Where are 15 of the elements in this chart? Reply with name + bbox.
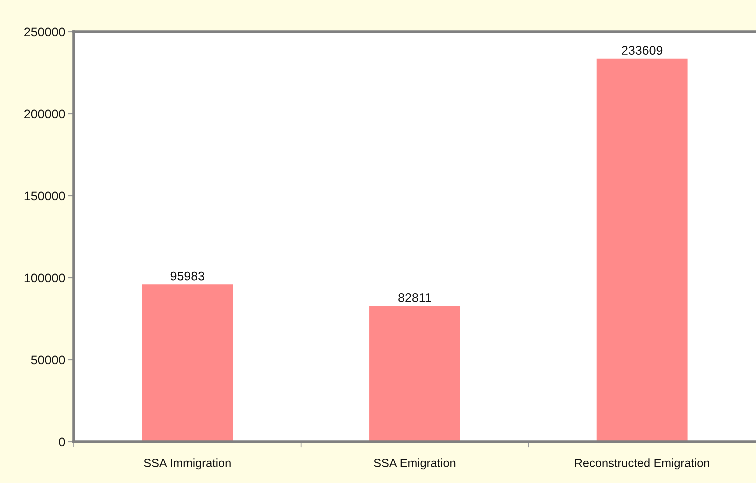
data-label: 95983: [170, 272, 204, 281]
x-tick-label: Reconstructed Emigration: [575, 458, 710, 470]
y-tick-label: 100000: [24, 274, 66, 283]
y-tick-label: 150000: [24, 192, 66, 201]
bar: [142, 284, 234, 442]
data-label: 233609: [622, 46, 663, 56]
bar: [596, 58, 688, 442]
y-tick-label: 250000: [24, 28, 66, 37]
x-tick-label: SSA Immigration: [144, 458, 231, 470]
y-tick-label: 200000: [24, 110, 66, 119]
y-tick-label: 50000: [31, 356, 66, 365]
bar: [370, 306, 460, 442]
data-label: 82811: [398, 293, 432, 302]
x-tick-label: SSA Emigration: [374, 458, 456, 470]
y-tick-label: 0: [59, 438, 66, 447]
